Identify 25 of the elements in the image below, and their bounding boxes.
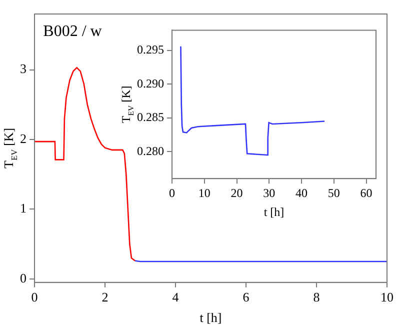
x-tick-label: 8 [313, 290, 320, 305]
y-tick-label: 1 [20, 200, 26, 216]
x-tick-label: 4 [172, 290, 180, 305]
x-tick-label: 2 [102, 290, 108, 305]
x-tick-label: 20 [230, 186, 243, 200]
x-tick-label: 10 [198, 186, 210, 200]
x-tick-label: 0 [31, 290, 38, 305]
y-axis-title: TEV [K] [1, 128, 19, 168]
y-tick-label: 0.285 [137, 110, 164, 124]
x-tick-label: 0 [169, 186, 175, 200]
x-tick-label: 50 [328, 186, 340, 200]
y-tick-label: 2 [20, 130, 26, 146]
x-tick-label: 60 [360, 186, 372, 200]
y-tick-label: 0 [20, 270, 26, 286]
y-tick-label: 3 [20, 61, 26, 76]
x-axis-title: t [h] [200, 310, 222, 325]
x-axis-title: t [h] [264, 205, 284, 219]
x-tick-label: 40 [296, 186, 308, 200]
text: B002 / w [43, 23, 102, 40]
x-tick-label: 30 [263, 186, 276, 200]
x-tick-label: 10 [380, 290, 394, 305]
y-tick-label: 0.280 [137, 144, 164, 158]
x-tick-label: 6 [242, 290, 250, 305]
y-tick-label: 0.295 [137, 42, 164, 57]
y-tick-label: 0.290 [137, 76, 164, 90]
